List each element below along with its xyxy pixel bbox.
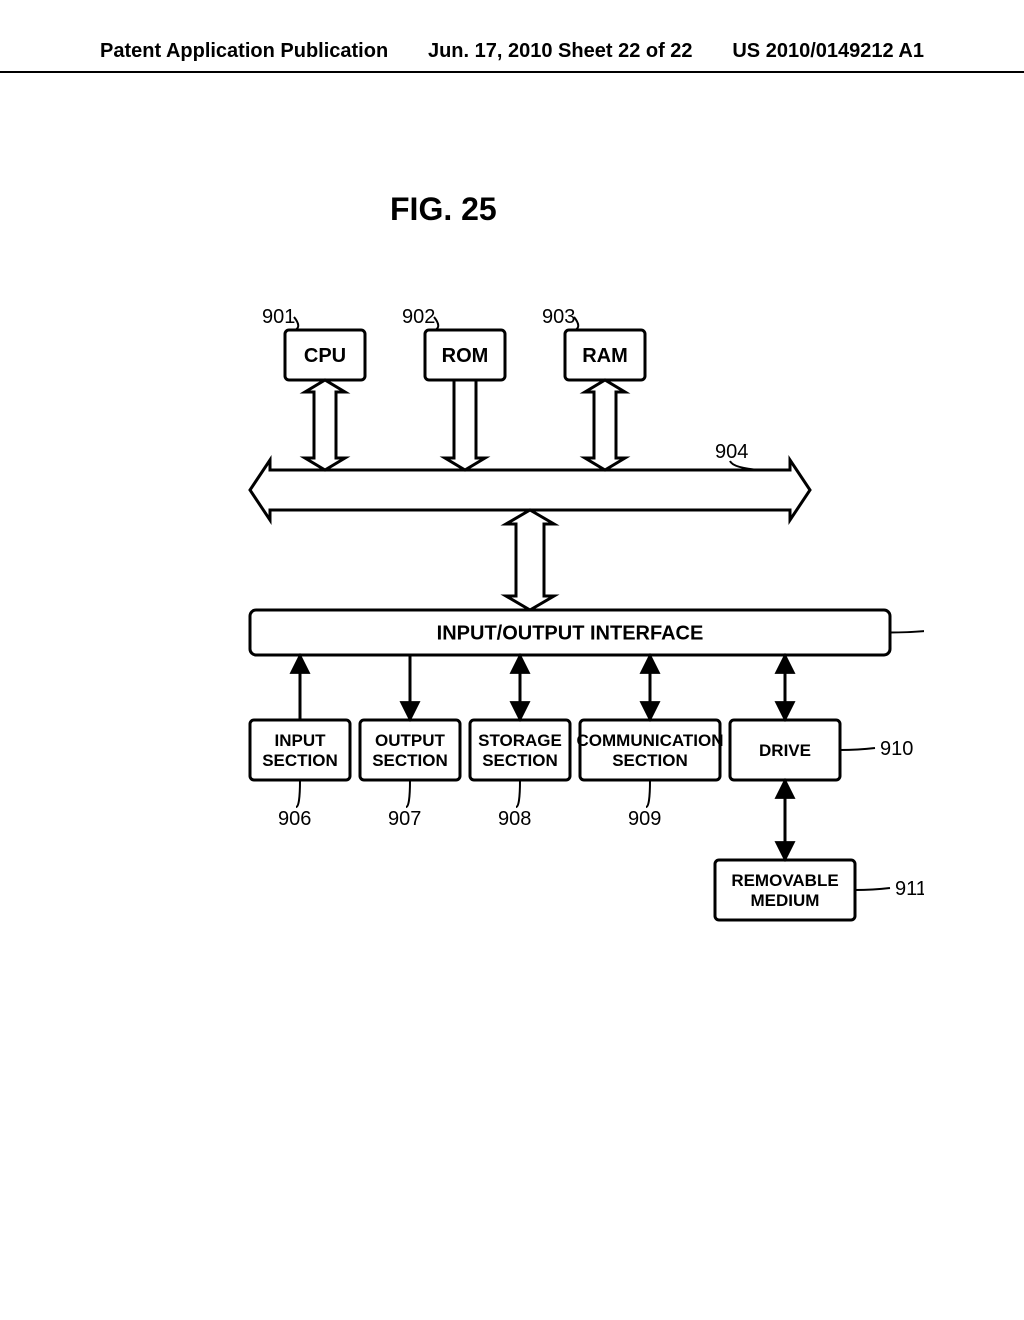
figure-diagram: FIG. 25904INPUT/OUTPUT INTERFACE905CPU90… — [100, 160, 924, 1160]
svg-text:906: 906 — [278, 808, 311, 830]
svg-text:910: 910 — [880, 738, 913, 760]
svg-text:ROM: ROM — [442, 345, 489, 367]
svg-text:SECTION: SECTION — [262, 751, 338, 770]
header-right: US 2010/0149212 A1 — [732, 40, 924, 63]
svg-text:COMMUNICATION: COMMUNICATION — [577, 731, 724, 750]
svg-text:STORAGE: STORAGE — [478, 731, 562, 750]
svg-text:901: 901 — [262, 306, 295, 328]
svg-text:RAM: RAM — [582, 345, 628, 367]
svg-text:CPU: CPU — [304, 345, 346, 367]
svg-text:907: 907 — [388, 808, 421, 830]
svg-text:909: 909 — [628, 808, 661, 830]
svg-text:911: 911 — [895, 878, 924, 900]
svg-text:REMOVABLE: REMOVABLE — [731, 871, 838, 890]
svg-text:903: 903 — [542, 306, 575, 328]
header-center: Jun. 17, 2010 Sheet 22 of 22 — [428, 40, 693, 63]
svg-text:INPUT/OUTPUT INTERFACE: INPUT/OUTPUT INTERFACE — [437, 623, 704, 645]
svg-text:INPUT: INPUT — [275, 731, 327, 750]
svg-text:OUTPUT: OUTPUT — [375, 731, 446, 750]
svg-text:908: 908 — [498, 808, 531, 830]
svg-text:904: 904 — [715, 441, 748, 463]
svg-text:DRIVE: DRIVE — [759, 741, 811, 760]
svg-text:SECTION: SECTION — [482, 751, 558, 770]
svg-text:902: 902 — [402, 306, 435, 328]
header-left: Patent Application Publication — [100, 40, 388, 63]
svg-text:SECTION: SECTION — [612, 751, 688, 770]
svg-text:FIG. 25: FIG. 25 — [390, 191, 497, 227]
svg-text:SECTION: SECTION — [372, 751, 448, 770]
svg-text:MEDIUM: MEDIUM — [751, 891, 820, 910]
